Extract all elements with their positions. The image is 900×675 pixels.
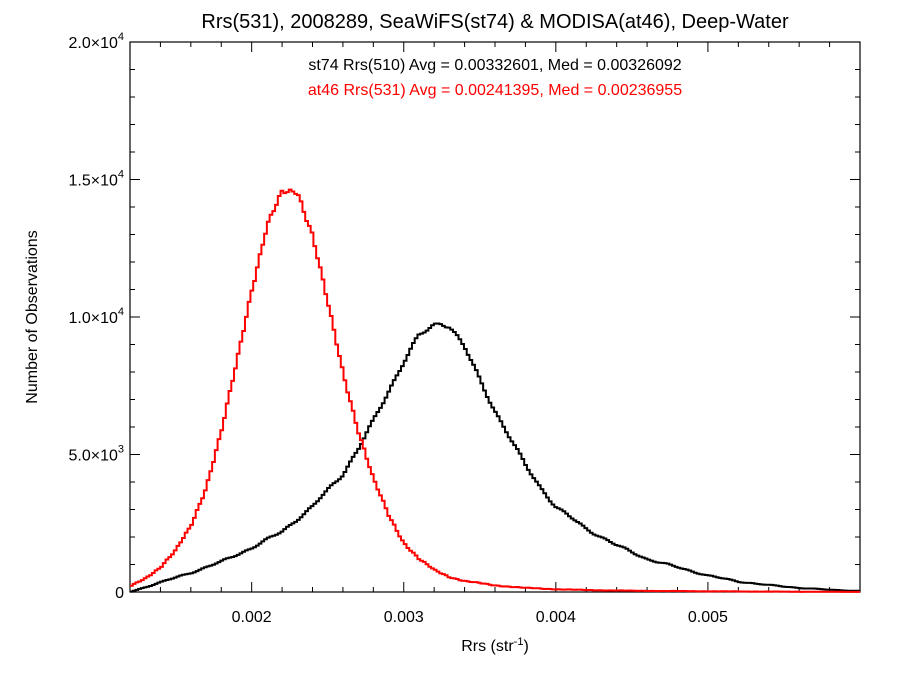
x-tick-label-0: 0.002: [232, 609, 272, 626]
x-tick-label-2: 0.004: [536, 609, 576, 626]
x-tick-label-3: 0.005: [688, 609, 728, 626]
y-tick-label-base-2: 1.0×10: [68, 310, 117, 327]
y-tick-label-base-1: 5.0×10: [68, 448, 117, 465]
series-line-0: [130, 322, 860, 593]
y-tick-label-1: 5.0×103: [68, 444, 124, 465]
plot-frame: [129, 41, 861, 593]
series-group: [130, 188, 860, 593]
legend-entry-st74: st74 Rrs(510) Avg = 0.00332601, Med = 0.…: [308, 57, 681, 74]
y-tick-label-sup-2: 4: [118, 306, 124, 318]
y-axis-label: Number of Observations: [24, 230, 41, 403]
y-tick-label-base-4: 2.0×10: [68, 35, 117, 52]
y-tick-label-sup-4: 4: [118, 31, 124, 43]
axis-ticks: 0.002 0.003 0.004 0.00505.0×1031.0×1041.5×1…: [68, 31, 860, 626]
x-axis-label: Rrs (str-1): [461, 636, 529, 655]
y-tick-label-sup-3: 4: [118, 169, 124, 181]
y-tick-label-0: 0: [115, 585, 124, 602]
x-tick-label-1: 0.003: [384, 609, 424, 626]
chart-title: Rrs(531), 2008289, SeaWiFS(st74) & MODIS…: [201, 11, 789, 33]
series-line-1: [130, 188, 860, 593]
y-tick-label-base-3: 1.5×10: [68, 173, 117, 190]
y-tick-label-base-0: 0: [115, 585, 124, 602]
x-axis-label-text: Rrs (str: [461, 638, 514, 655]
legend-entry-at46: at46 Rrs(531) Avg = 0.00241395, Med = 0.…: [308, 82, 682, 99]
y-tick-label-3: 1.5×104: [68, 169, 124, 190]
y-tick-label-sup-1: 3: [118, 444, 124, 456]
x-axis-label-close: ): [523, 638, 528, 655]
x-axis-label-sup: -1: [514, 636, 524, 648]
y-tick-label-2: 1.0×104: [68, 306, 124, 327]
y-tick-label-4: 2.0×104: [68, 31, 124, 52]
